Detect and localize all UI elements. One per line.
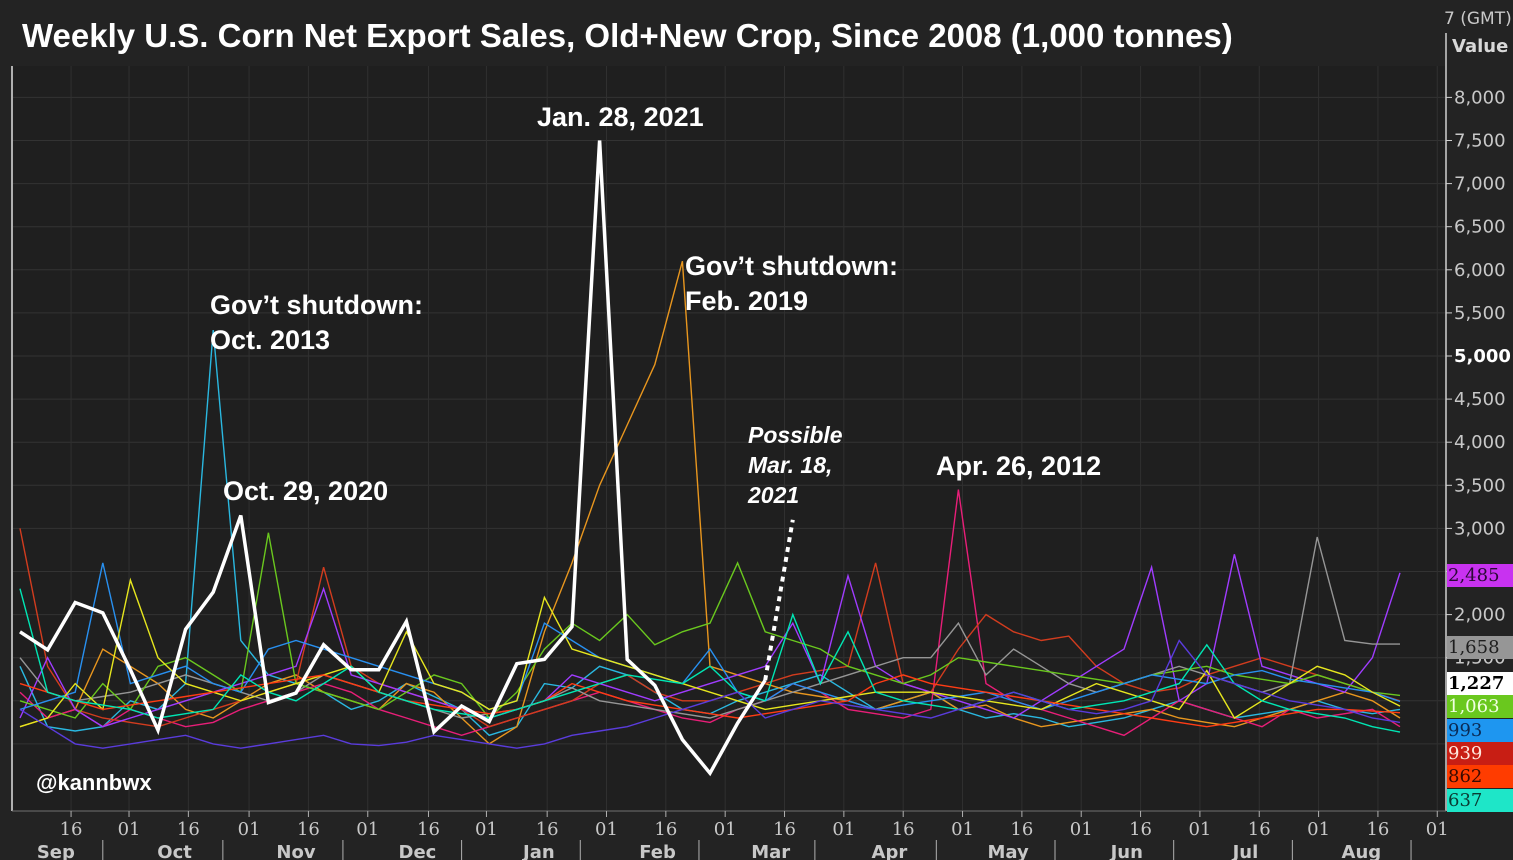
value-badge-label: 2,485: [1448, 565, 1500, 586]
value-badge-bg: [1447, 636, 1513, 659]
value-badge-label: 862: [1448, 766, 1482, 787]
series-line-2010-11: [19, 532, 1401, 720]
x-tick-label: 16: [536, 819, 559, 840]
x-tick-label: 16: [60, 819, 83, 840]
x-tick-label: 01: [118, 819, 141, 840]
plot-area: [12, 66, 1446, 811]
x-tick-label: 01: [951, 819, 974, 840]
y-tick-label: 6,500: [1454, 217, 1506, 238]
value-badge-label: 993: [1448, 720, 1482, 741]
annotation-label: Gov’t shutdown:: [685, 251, 898, 281]
x-tick-label: 16: [1010, 819, 1033, 840]
series-line-2009-10: [19, 577, 1401, 728]
x-tick-label: 16: [417, 819, 440, 840]
x-month-label: Oct: [157, 842, 192, 860]
annotations: Jan. 28, 2021 Gov’t shutdown: Feb. 2019 Gov…: [210, 102, 1101, 508]
y-tick-label: 7,000: [1454, 174, 1506, 195]
value-badge-bg: [1447, 695, 1513, 718]
value-badge-bg: [1447, 742, 1513, 765]
annotation-label: Apr. 26, 2012: [936, 451, 1101, 481]
x-tick-label: 01: [1188, 819, 1211, 840]
time-zone-label: 7 (GMT): [1444, 9, 1512, 29]
x-month-label: Sep: [37, 842, 75, 860]
annotation-label-line3: 2021: [747, 482, 799, 508]
x-ticks: 16 01 16 01 16 01 16 01 16 01 16 01 16 01 16 01 16 01 16 01…: [37, 811, 1449, 860]
x-month-label: Feb: [639, 842, 676, 860]
series-line-2015-16: [19, 588, 1401, 733]
series-layer: [19, 261, 1401, 749]
value-badge-bg: [1447, 719, 1513, 742]
y-tick-label: 4,500: [1454, 389, 1506, 410]
value-badge-label: 1,658: [1448, 637, 1500, 658]
x-month-label: Jul: [1231, 842, 1259, 860]
annotation-label-line2: Mar. 18,: [748, 452, 832, 478]
value-badge-bg: [1447, 789, 1513, 812]
value-badge-bg: [1447, 672, 1513, 695]
projection-dotted-line: [763, 519, 795, 681]
x-tick-label: 01: [714, 819, 737, 840]
x-month-label: Dec: [399, 842, 437, 860]
chart-title: Weekly U.S. Corn Net Export Sales, Old+N…: [22, 17, 1233, 54]
x-tick-label: 01: [832, 819, 855, 840]
x-month-label: May: [987, 842, 1029, 860]
annotation-label-line2: Oct. 2013: [210, 325, 330, 355]
y-tick-label: 4,000: [1454, 432, 1506, 453]
annotation-label: Possible: [748, 422, 843, 448]
series-line-2012-13: [19, 674, 1401, 728]
x-month-label: Aug: [1342, 842, 1382, 860]
value-badge-label: 1,063: [1448, 696, 1500, 717]
x-tick-label: 16: [177, 819, 200, 840]
x-tick-label: 16: [773, 819, 796, 840]
y-axis-label: Value: [1452, 36, 1508, 57]
x-tick-label: 16: [654, 819, 677, 840]
annotation-label: Gov’t shutdown:: [210, 290, 423, 320]
series-line-2020-21: [19, 140, 767, 777]
value-badge-label: 637: [1448, 790, 1482, 811]
x-tick-label: 16: [1129, 819, 1152, 840]
series-line-2019-20: [19, 639, 1401, 749]
x-tick-label: 16: [1248, 819, 1271, 840]
y-tick-label: 6,000: [1454, 260, 1506, 281]
x-month-label: Jan: [521, 842, 555, 860]
y-tick-label: 2,000: [1454, 605, 1506, 626]
x-tick-label: 16: [1366, 819, 1389, 840]
x-month-label: Mar: [751, 842, 790, 860]
x-tick-label: 01: [1426, 819, 1449, 840]
x-tick-label: 01: [238, 819, 261, 840]
y-tick-label: 3,500: [1454, 475, 1506, 496]
x-month-label: Apr: [872, 842, 908, 860]
value-badge-label: 939: [1448, 743, 1482, 764]
value-badge-bg: [1447, 564, 1513, 587]
annotation-label: Oct. 29, 2020: [223, 476, 388, 506]
y-tick-label: 5,500: [1454, 303, 1506, 324]
y-tick-label: 5,000: [1454, 346, 1511, 367]
series-line-2014-15: [19, 562, 1401, 711]
x-tick-label: 16: [892, 819, 915, 840]
y-tick-label: 7,500: [1454, 131, 1506, 152]
x-tick-label: 01: [356, 819, 379, 840]
y-tick-label: 3,000: [1454, 518, 1506, 539]
credit-handle: @kannbwx: [36, 770, 152, 795]
y-tick-label: 8,000: [1454, 87, 1506, 108]
x-tick-label: 01: [1070, 819, 1093, 840]
series-line-2016-17: [19, 536, 1400, 719]
value-badge-bg: [1447, 765, 1513, 788]
x-month-label: Jun: [1109, 842, 1143, 860]
x-month-label: Nov: [276, 842, 315, 860]
emphasis-series-layer: [19, 140, 795, 777]
x-tick-label: 01: [475, 819, 498, 840]
x-tick-label: 01: [595, 819, 618, 840]
annotation-label: Jan. 28, 2021: [537, 102, 704, 132]
x-tick-label: 16: [297, 819, 320, 840]
annotation-label-line2: Feb. 2019: [685, 286, 808, 316]
value-badge-label: 1,227: [1448, 673, 1504, 694]
x-tick-label: 01: [1307, 819, 1330, 840]
